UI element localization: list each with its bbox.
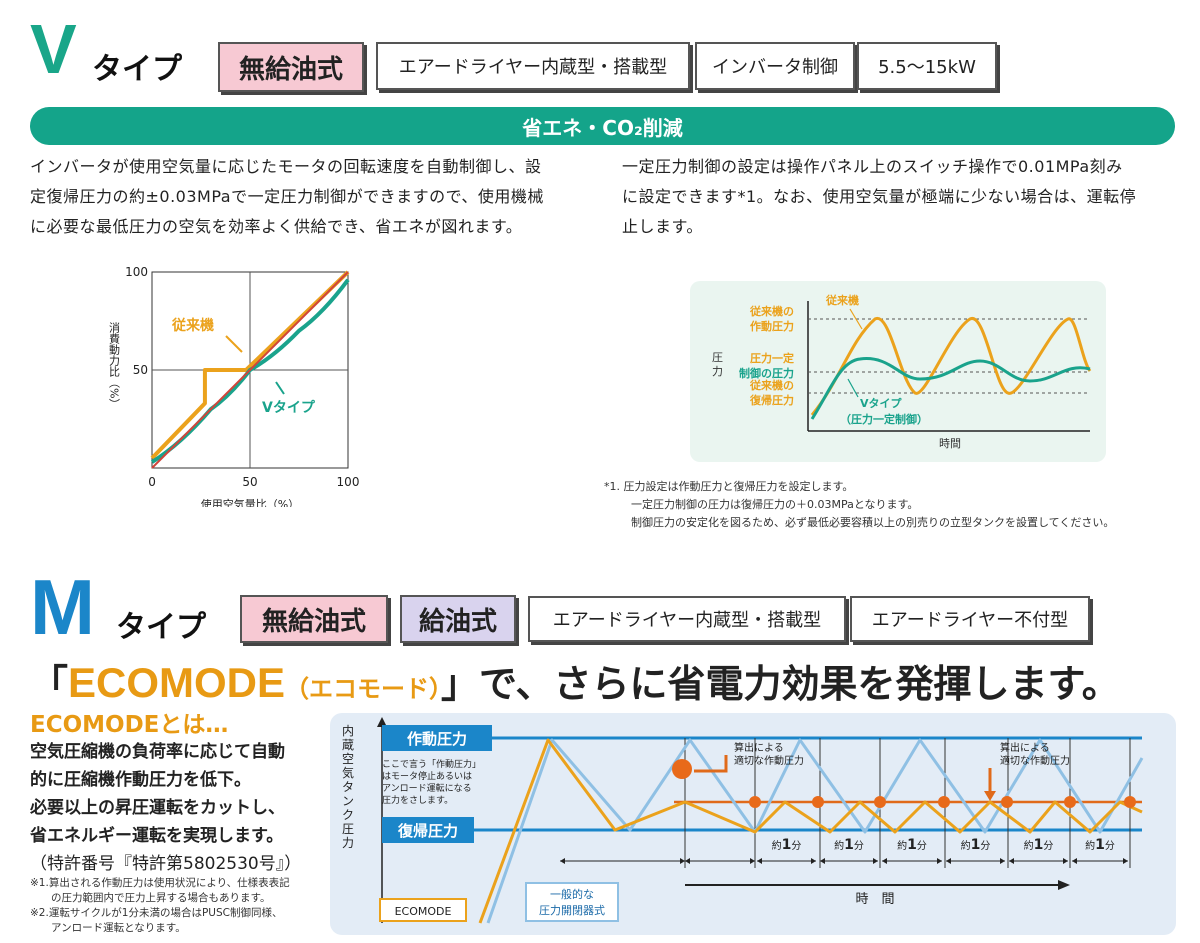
- series-label-conventional: 従来機: [171, 317, 214, 334]
- calculated-point: [938, 796, 950, 808]
- tag-dryer-builtin: エアードライヤー内蔵型・搭載型: [376, 42, 690, 90]
- work-pressure-box: [382, 725, 492, 751]
- interval-label: 約1分: [1024, 837, 1054, 853]
- legend-general: 圧力開閉器式: [539, 904, 605, 917]
- conventional-label-pointer: [225, 335, 243, 353]
- pressure-axis-label: 空: [342, 752, 354, 766]
- conventional-series-label: 従来機: [825, 293, 859, 307]
- calculated-point: [1124, 796, 1136, 808]
- v-type-pointer: [847, 378, 859, 398]
- interval-label: 約1分: [1085, 837, 1115, 853]
- v-type-label-pointer: [275, 381, 285, 395]
- level-label: 作動圧力: [750, 319, 794, 333]
- ecomode-description: 空気圧縮機の負荷率に応じて自動 的に圧縮機作動圧力を低下。 必要以上の昇圧運転を…: [30, 742, 302, 874]
- work-pressure-note: 圧力をさします。: [382, 794, 453, 806]
- ecomode-footnotes: ※1.算出される作動圧力は使用状況により、仕様表表記 の圧力範囲内で圧力上昇する…: [30, 877, 290, 934]
- y-tick-label: 100: [125, 265, 148, 279]
- legend-general: 一般的な: [550, 887, 594, 901]
- calculated-point: [812, 796, 824, 808]
- y-axis-label: 消費動力比（%）: [108, 321, 121, 410]
- calculated-point: [749, 796, 761, 808]
- legend-ecomode: ECOMODE: [395, 905, 452, 918]
- conventional-pointer: [849, 308, 863, 330]
- level-label: 復帰圧力: [749, 393, 794, 407]
- pressure-axis-label: 力: [342, 836, 354, 850]
- x-tick-label: 50: [242, 475, 257, 489]
- pressure-axis-label: 内: [342, 724, 354, 738]
- y-tick-label: 50: [133, 363, 148, 377]
- v-type-letter: V: [30, 10, 77, 88]
- m-type-suffix: タイプ: [116, 610, 206, 645]
- pressure-axis-label: 力: [712, 365, 723, 378]
- tag-m-oiled: 給油式: [400, 595, 516, 643]
- calc-arrow-2-head: [984, 791, 996, 801]
- v-description-right: 一定圧力制御の設定は操作パネル上のスイッチ操作で0.01MPa刻み に設定できま…: [622, 157, 1137, 236]
- calculated-point-large: [672, 759, 692, 779]
- work-pressure-note: はモータ停止あるいは: [382, 770, 472, 782]
- calc-label-2: 算出による: [1000, 741, 1050, 754]
- time-axis-arrow: [1058, 880, 1070, 890]
- pressure-axis-label: ク: [342, 808, 354, 822]
- tag-m-no-dryer: エアードライヤー不付型: [850, 596, 1090, 642]
- x-tick-label: 0: [148, 475, 156, 489]
- pressure-axis-arrow: [377, 717, 387, 727]
- time-axis-label: 時 間: [855, 892, 894, 907]
- calculated-point: [874, 796, 886, 808]
- work-pressure-note: アンロード運転になる: [382, 783, 472, 794]
- calc-arrow-1: [694, 755, 728, 773]
- legend-general-box: [525, 882, 619, 922]
- pressure-axis-label: 気: [342, 765, 354, 780]
- conventional-pressure-wave: [810, 317, 1092, 416]
- level-label: 従来機の: [749, 304, 794, 318]
- m-type-letter: M: [30, 563, 95, 651]
- tag-power-range: 5.5〜15kW: [857, 42, 997, 90]
- v-type-series-label: （圧力一定制御）: [840, 412, 928, 426]
- calc-label-1: 算出による: [734, 741, 784, 754]
- calc-label-1: 適切な作動圧力: [734, 754, 804, 767]
- pressure-axis-label: 圧: [712, 351, 723, 364]
- calculated-point: [1001, 796, 1013, 808]
- general-switch-wave: [486, 738, 1144, 924]
- pressure-axis-label: 蔵: [342, 738, 354, 752]
- level-label: 従来機の: [749, 378, 794, 392]
- tag-m-oil-free: 無給油式: [240, 595, 388, 643]
- legend-ecomode-box: [379, 898, 467, 922]
- tag-m-dryer-builtin: エアードライヤー内蔵型・搭載型: [528, 596, 846, 642]
- return-pressure-box: [382, 817, 474, 843]
- pressure-time-chart: 圧力従来機の作動圧力圧力一定制御の圧力従来機の復帰圧力従来機Vタイプ（圧力一定制…: [712, 293, 1092, 450]
- time-axis-label: 時間: [939, 437, 961, 450]
- pressure-axis-label: タ: [342, 780, 354, 794]
- interval-label: 約1分: [961, 837, 991, 853]
- series-label-v-type: Vタイプ: [262, 400, 316, 416]
- x-tick-label: 100: [337, 475, 360, 489]
- v-type-pressure-wave: [810, 357, 1091, 420]
- v-description-left: インバータが使用空気量に応じたモータの回転速度を自動制御し、設 定復帰圧力の約±…: [30, 157, 544, 236]
- pressure-axis-label: 圧: [342, 822, 354, 836]
- interval-label: 約1分: [897, 837, 927, 853]
- work-pressure-note: ここで言う「作動圧力」: [382, 758, 481, 770]
- v-type-suffix: タイプ: [92, 52, 182, 87]
- ecomode-headline: 「ECOMODE（エコモード）」で、さらに省電力効果を発揮します。: [30, 659, 1120, 706]
- power-ratio-chart: 0 50 100 100 50 使用空気量比（%） 消費動力比（%） 従来機 Vタイプ: [108, 265, 360, 507]
- work-pressure-label: 作動圧力: [407, 730, 467, 748]
- interval-label: 約1分: [772, 837, 802, 853]
- series-line-2: [151, 271, 349, 469]
- ecomode-definition-heading: ECOMODEとは…: [30, 712, 229, 738]
- energy-saving-banner: 省エネ・CO₂削減: [30, 107, 1175, 145]
- level-label: 制御の圧力: [739, 366, 794, 380]
- series-line-0: [150, 270, 350, 460]
- x-axis-label: 使用空気量比（%）: [201, 497, 299, 507]
- pressure-axis-label: ン: [342, 794, 354, 808]
- calculated-point: [1064, 796, 1076, 808]
- interval-label: 約1分: [834, 837, 864, 853]
- calc-label-2: 適切な作動圧力: [1000, 754, 1070, 767]
- tag-inverter: インバータ制御: [695, 42, 855, 90]
- return-pressure-label: 復帰圧力: [397, 822, 458, 840]
- ecomode-wave: [478, 738, 1143, 924]
- v-type-series-label: Vタイプ: [860, 396, 903, 410]
- level-label: 圧力一定: [750, 351, 794, 365]
- v-footnotes: *1. 圧力設定は作動圧力と復帰圧力を設定します。 一定圧力制御の圧力は復帰圧力…: [604, 480, 1115, 529]
- tag-oil-free: 無給油式: [218, 42, 364, 92]
